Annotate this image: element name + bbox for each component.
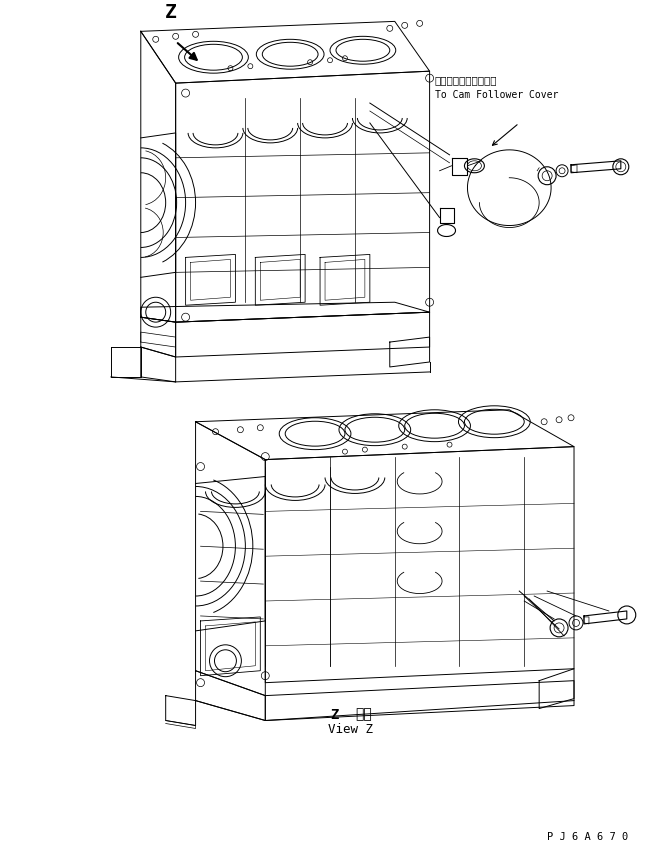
Text: Z: Z bbox=[165, 3, 176, 22]
Text: To Cam Follower Cover: To Cam Follower Cover bbox=[435, 90, 558, 100]
Text: 視: 視 bbox=[355, 707, 371, 722]
Text: カムフォロワカバーへ: カムフォロワカバーへ bbox=[435, 75, 497, 85]
Text: Z: Z bbox=[330, 707, 339, 722]
Text: P J 6 A 6 7 0: P J 6 A 6 7 0 bbox=[547, 832, 629, 842]
Text: View Z: View Z bbox=[328, 723, 373, 737]
